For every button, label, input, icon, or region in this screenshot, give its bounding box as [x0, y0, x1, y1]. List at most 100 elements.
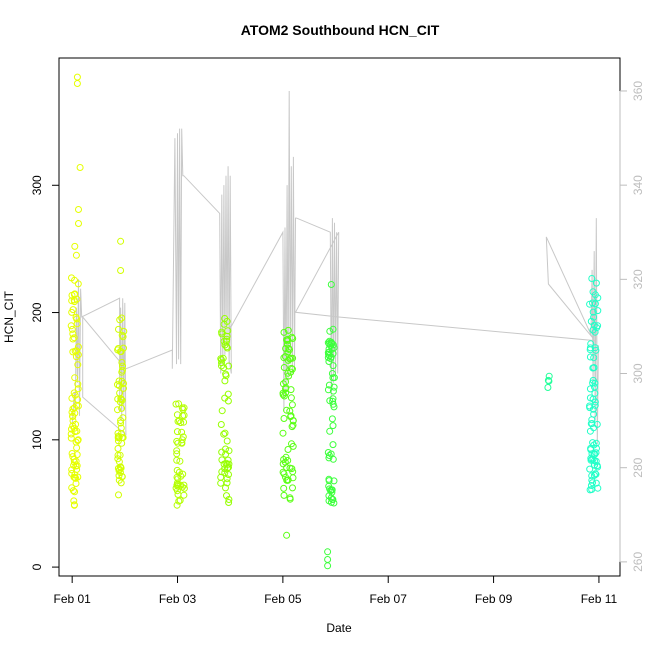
data-point	[73, 462, 81, 470]
data-point	[218, 407, 226, 415]
data-point	[69, 306, 77, 314]
x-tick-label: Feb 03	[159, 592, 197, 606]
data-point	[218, 359, 225, 367]
data-point	[329, 387, 337, 395]
data-point	[283, 531, 291, 539]
data-point	[70, 501, 78, 509]
data-point	[177, 419, 185, 427]
data-point	[280, 470, 288, 478]
data-point	[283, 406, 291, 414]
data-point	[118, 366, 126, 374]
data-point	[289, 354, 297, 362]
data-point	[590, 354, 598, 362]
data-point	[218, 328, 226, 336]
y2-tick-label: 260	[631, 552, 645, 572]
data-point	[225, 499, 233, 506]
data-point	[284, 326, 292, 334]
data-point	[70, 296, 78, 304]
data-point	[283, 464, 291, 472]
data-point	[590, 321, 598, 329]
data-point	[118, 396, 126, 404]
data-point	[328, 370, 336, 377]
data-point	[282, 378, 290, 386]
data-point	[71, 276, 78, 284]
data-point	[589, 326, 597, 334]
data-point	[114, 434, 122, 442]
data-point	[69, 330, 77, 338]
data-point	[222, 484, 229, 492]
data-point	[73, 451, 81, 459]
data-point	[114, 455, 122, 463]
data-point	[116, 316, 124, 324]
data-point	[588, 275, 596, 282]
data-point	[221, 341, 229, 349]
data-point	[118, 359, 126, 366]
data-point	[284, 446, 292, 453]
data-point	[284, 476, 292, 484]
data-point	[173, 450, 181, 458]
data-point	[70, 461, 78, 469]
data-point	[281, 353, 289, 360]
data-point	[280, 456, 288, 463]
data-point	[114, 445, 122, 452]
data-point	[220, 430, 228, 438]
data-point	[280, 328, 288, 336]
data-point	[218, 356, 225, 364]
data-point	[282, 453, 290, 461]
data-point	[221, 377, 229, 385]
data-point	[177, 472, 185, 480]
data-point	[115, 377, 123, 385]
y2-tick-label: 280	[631, 457, 645, 477]
data-point	[223, 437, 231, 445]
data-point	[75, 206, 82, 213]
data-point	[289, 421, 297, 429]
y2-tick-label: 340	[631, 175, 645, 195]
data-point	[117, 419, 125, 427]
data-point	[288, 333, 296, 341]
data-point	[114, 451, 122, 459]
y2-tick-label: 360	[631, 81, 645, 101]
data-point	[289, 442, 297, 450]
data-point	[178, 428, 186, 436]
data-point	[327, 338, 335, 346]
data-point	[287, 364, 295, 372]
data-point	[173, 479, 181, 487]
data-point	[324, 548, 332, 556]
data-point	[223, 492, 230, 500]
data-point	[289, 417, 297, 425]
data-point	[330, 383, 338, 391]
data-point	[71, 242, 79, 250]
data-point	[179, 470, 187, 478]
data-point	[68, 325, 76, 333]
data-point	[224, 464, 231, 472]
x-tick-label: Feb 09	[475, 592, 513, 606]
data-point	[172, 400, 180, 408]
data-point	[173, 466, 181, 474]
data-point	[285, 372, 293, 380]
data-point	[175, 400, 183, 408]
data-point	[589, 364, 597, 372]
data-point	[70, 497, 78, 505]
data-point	[327, 494, 335, 502]
data-point	[117, 417, 125, 424]
data-point	[68, 450, 76, 457]
data-point	[217, 355, 225, 363]
data-point	[593, 462, 601, 470]
data-point	[179, 406, 187, 413]
data-point	[69, 417, 77, 425]
data-point	[117, 395, 125, 403]
x-tick-label: Feb 01	[53, 592, 91, 606]
data-point	[221, 394, 229, 402]
data-point	[74, 351, 82, 359]
data-point	[222, 450, 230, 458]
data-point	[67, 434, 75, 442]
data-point	[591, 383, 598, 391]
data-point	[326, 397, 334, 405]
data-point	[222, 370, 230, 378]
data-point	[329, 325, 337, 333]
y-tick-label: 200	[30, 302, 44, 322]
data-point	[68, 470, 76, 477]
data-point	[589, 376, 597, 384]
series-points-layer	[67, 73, 602, 570]
